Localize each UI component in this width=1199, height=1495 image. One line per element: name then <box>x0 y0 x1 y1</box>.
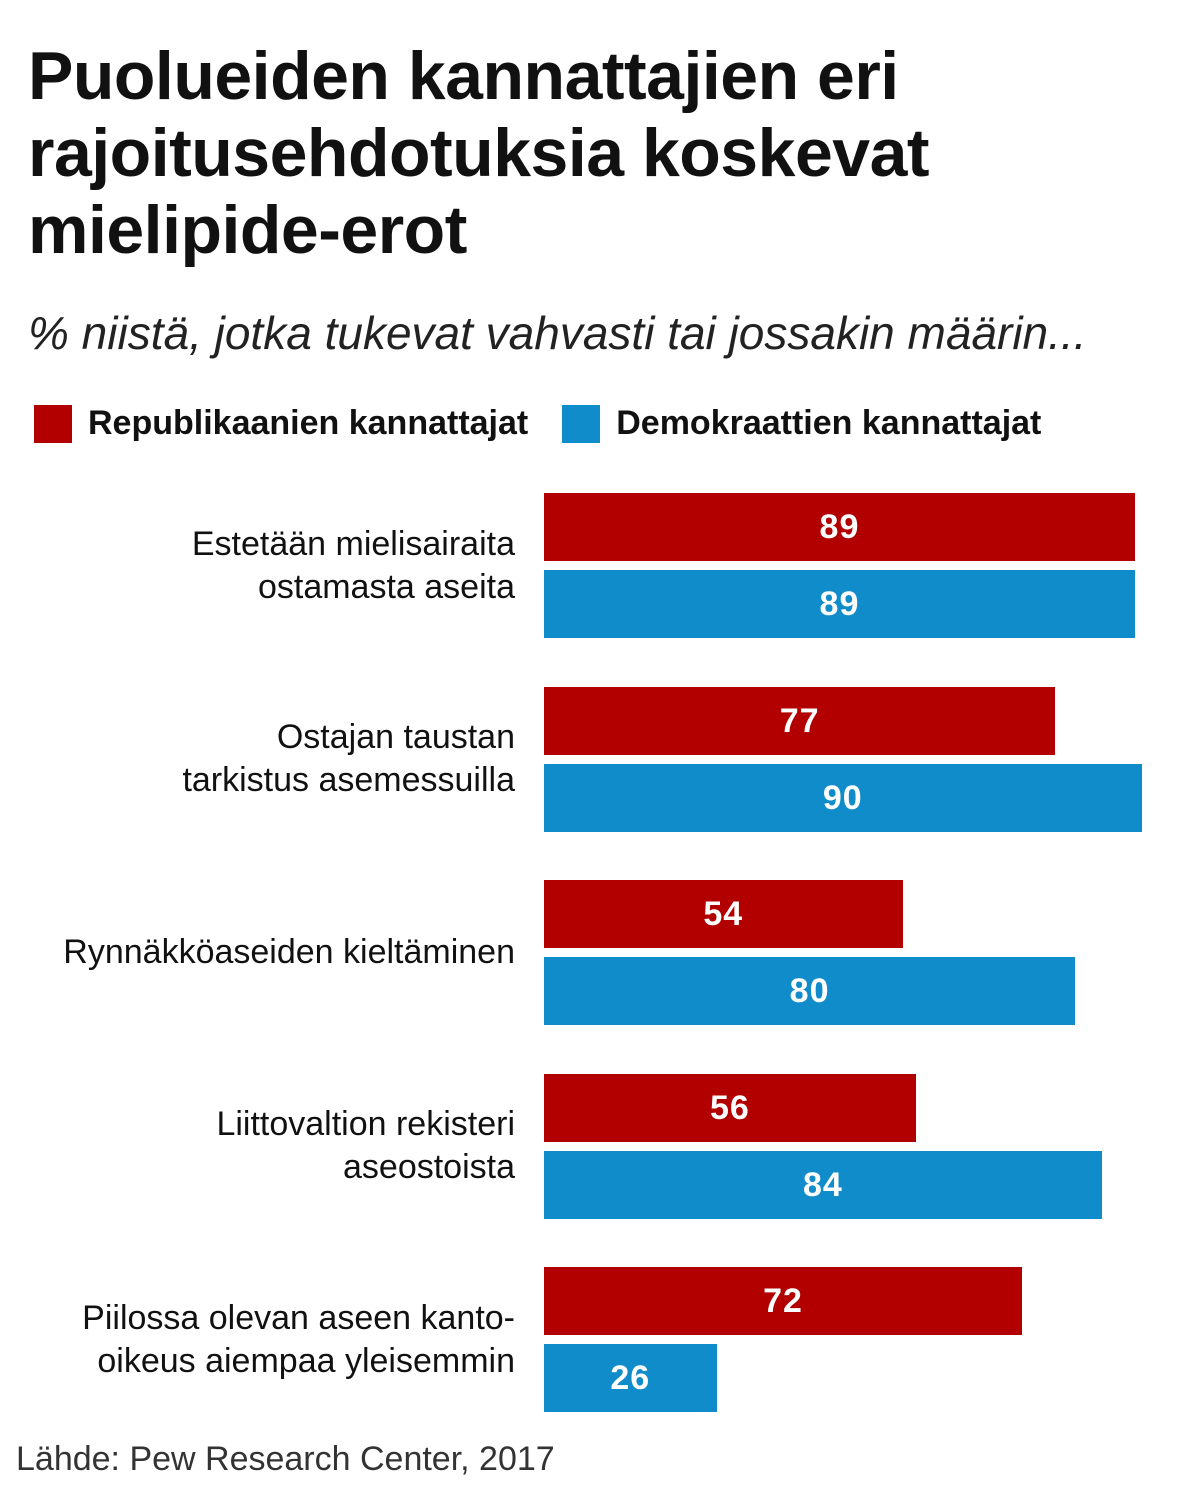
category-label-line: Estetään mielisairaita <box>191 524 515 563</box>
bar-republicans-5 <box>544 1267 1023 1335</box>
category-label-line: ostamasta aseita <box>257 567 515 606</box>
category-label-line: Liittovaltion rekisteri <box>216 1105 515 1143</box>
bar-democrats-3 <box>544 957 1076 1025</box>
bar-value-republicans-5: 72 <box>763 1282 803 1320</box>
category-label-line: aseostoista <box>343 1148 515 1186</box>
legend-item-democrats: Demokraattien kannattajat <box>562 404 1041 443</box>
bar-value-republicans-4: 56 <box>709 1088 750 1127</box>
bar-republicans-4 <box>544 1073 916 1142</box>
legend-swatch-democrats <box>562 404 601 443</box>
bar-value-republicans-1: 89 <box>819 508 860 546</box>
bar-republicans-1 <box>544 493 1135 561</box>
category-label-line: Piilossa olevan aseen kanto- <box>82 1298 515 1337</box>
legend-label-democrats: Demokraattien kannattajat <box>616 404 1042 442</box>
category-label-line: tarkistus asemessuilla <box>182 761 515 799</box>
category-label-line: Ostajan taustan <box>276 718 515 756</box>
bar-value-republicans-3: 54 <box>703 895 744 933</box>
bar-democrats-2 <box>544 763 1142 832</box>
bar-democrats-5 <box>544 1344 717 1412</box>
chart-subtitle: % niistä, jotka tukevat vahvasti tai jos… <box>28 307 1087 359</box>
bar-value-democrats-4: 84 <box>802 1165 843 1204</box>
bar-value-republicans-2: 77 <box>779 701 820 740</box>
legend: Republikaanien kannattajat Demokraattien… <box>34 404 1075 443</box>
category-label-line: Rynnäkköaseiden kieltäminen <box>63 933 515 971</box>
legend-label-republicans: Republikaanien kannattajat <box>88 404 529 442</box>
bar-democrats-1 <box>544 570 1135 638</box>
source-note: Lähde: Pew Research Center, 2017 <box>16 1440 555 1478</box>
category-label-line: oikeus aiempaa yleisemmin <box>97 1341 515 1380</box>
category-label-2: Ostajan taustan tarkistus asemessuilla <box>182 716 515 802</box>
bar-republicans-3 <box>544 880 903 948</box>
chart-title: Puolueiden kannattajien eri rajoitusehdo… <box>28 38 930 268</box>
category-label-1: Estetään mielisairaita ostamasta aseita <box>192 523 515 609</box>
category-label-3: Rynnäkköaseiden kieltäminen <box>63 931 515 974</box>
legend-swatch-republicans <box>34 404 72 443</box>
bar-value-democrats-1: 89 <box>819 585 860 623</box>
category-label-4: Liittovaltion rekisteri aseostoista <box>216 1103 515 1189</box>
bar-value-democrats-5: 26 <box>610 1359 651 1397</box>
bar-value-democrats-3: 80 <box>789 972 830 1010</box>
bar-republicans-2 <box>544 686 1056 755</box>
bar-value-democrats-2: 90 <box>822 778 863 817</box>
bar-democrats-4 <box>544 1150 1102 1219</box>
legend-item-republicans: Republikaanien kannattajat <box>34 404 528 443</box>
category-label-5: Piilossa olevan aseen kanto-oikeus aiemp… <box>82 1297 515 1383</box>
